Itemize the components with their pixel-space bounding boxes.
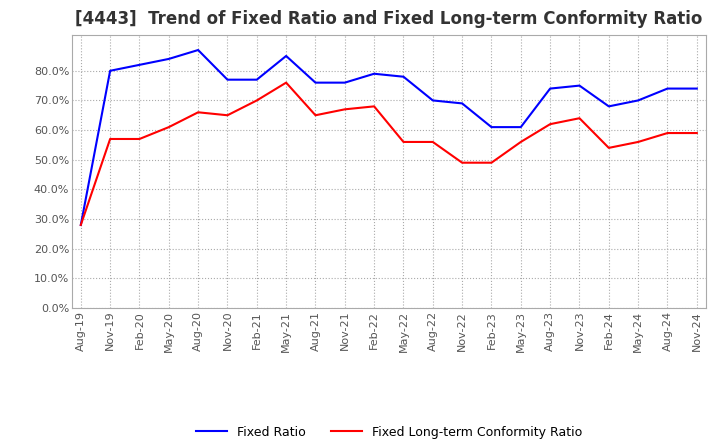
Fixed Long-term Conformity Ratio xyxy=(164,125,173,130)
Fixed Long-term Conformity Ratio xyxy=(341,106,349,112)
Fixed Ratio xyxy=(311,80,320,85)
Fixed Ratio xyxy=(693,86,701,91)
Fixed Long-term Conformity Ratio xyxy=(663,130,672,136)
Fixed Long-term Conformity Ratio xyxy=(693,130,701,136)
Fixed Ratio xyxy=(605,104,613,109)
Fixed Long-term Conformity Ratio xyxy=(370,104,379,109)
Fixed Ratio xyxy=(428,98,437,103)
Fixed Long-term Conformity Ratio xyxy=(282,80,290,85)
Fixed Long-term Conformity Ratio xyxy=(546,121,554,127)
Fixed Ratio xyxy=(458,101,467,106)
Fixed Long-term Conformity Ratio xyxy=(253,98,261,103)
Fixed Ratio xyxy=(399,74,408,79)
Fixed Ratio xyxy=(164,56,173,62)
Fixed Long-term Conformity Ratio xyxy=(428,139,437,145)
Fixed Ratio xyxy=(135,62,144,67)
Fixed Long-term Conformity Ratio xyxy=(311,113,320,118)
Fixed Long-term Conformity Ratio xyxy=(223,113,232,118)
Fixed Ratio xyxy=(663,86,672,91)
Fixed Ratio xyxy=(546,86,554,91)
Fixed Long-term Conformity Ratio xyxy=(76,222,85,227)
Fixed Long-term Conformity Ratio xyxy=(399,139,408,145)
Fixed Ratio xyxy=(106,68,114,73)
Fixed Long-term Conformity Ratio xyxy=(634,139,642,145)
Legend: Fixed Ratio, Fixed Long-term Conformity Ratio: Fixed Ratio, Fixed Long-term Conformity … xyxy=(191,421,587,440)
Fixed Ratio xyxy=(282,53,290,59)
Title: [4443]  Trend of Fixed Ratio and Fixed Long-term Conformity Ratio: [4443] Trend of Fixed Ratio and Fixed Lo… xyxy=(75,10,703,28)
Fixed Long-term Conformity Ratio xyxy=(516,139,525,145)
Fixed Ratio xyxy=(487,125,496,130)
Fixed Long-term Conformity Ratio xyxy=(605,145,613,150)
Fixed Long-term Conformity Ratio xyxy=(194,110,202,115)
Fixed Long-term Conformity Ratio xyxy=(487,160,496,165)
Fixed Ratio xyxy=(223,77,232,82)
Fixed Ratio xyxy=(76,222,85,227)
Fixed Ratio xyxy=(341,80,349,85)
Fixed Long-term Conformity Ratio xyxy=(106,136,114,142)
Fixed Long-term Conformity Ratio xyxy=(135,136,144,142)
Fixed Ratio xyxy=(194,48,202,53)
Line: Fixed Ratio: Fixed Ratio xyxy=(81,50,697,225)
Fixed Long-term Conformity Ratio xyxy=(575,116,584,121)
Fixed Ratio xyxy=(575,83,584,88)
Fixed Ratio xyxy=(516,125,525,130)
Fixed Ratio xyxy=(634,98,642,103)
Fixed Ratio xyxy=(253,77,261,82)
Fixed Long-term Conformity Ratio xyxy=(458,160,467,165)
Line: Fixed Long-term Conformity Ratio: Fixed Long-term Conformity Ratio xyxy=(81,83,697,225)
Fixed Ratio xyxy=(370,71,379,77)
